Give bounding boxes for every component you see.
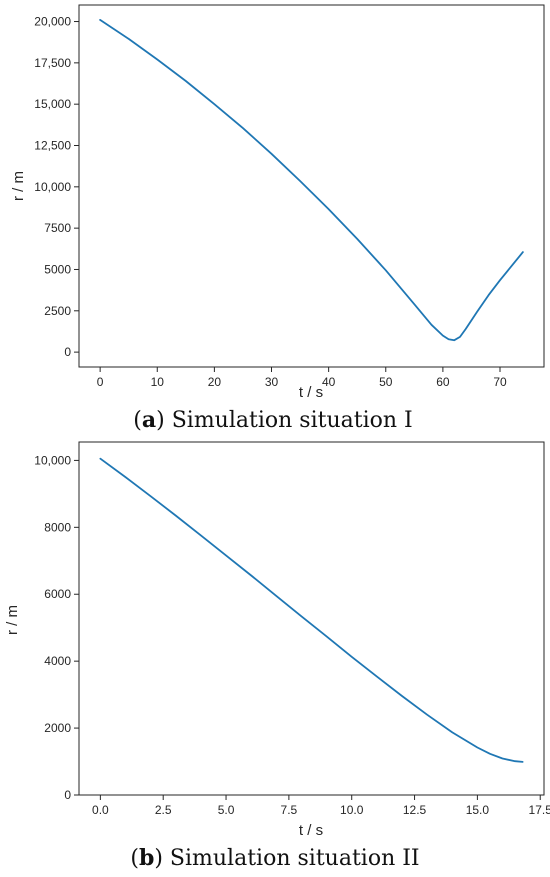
y-tick-label: 2500 [44,304,71,318]
series-group-b [99,457,524,763]
y-tick-label: 0 [64,345,71,359]
x-tick-label: 10 [151,375,165,389]
caption-b: (b) Simulation situation II [130,845,419,871]
chart-panel-b: 0.0 2.5 5.0 7.5 10.0 12.5 15.0 17.5 0 2000 4000 60… [4,441,550,871]
x-tick-label: 70 [493,375,507,389]
series-line [99,457,524,763]
caption-b-open: ( [130,846,139,871]
x-tick-label: 5.0 [218,803,235,817]
y-tick-label: 17,500 [34,56,71,70]
caption-a: (a) Simulation situation I [133,407,412,433]
y-tick-label: 15,000 [34,97,71,111]
y-axis-label-b: r / m [4,605,21,635]
y-axis-ticks-a: 0 2500 5000 7500 10,000 12,500 15,000 17,500 20,… [34,15,79,359]
x-tick-label: 20 [208,375,222,389]
y-axis-label-a: r / m [10,171,27,201]
x-tick-label: 10.0 [340,803,364,817]
y-tick-label: 6000 [44,587,71,601]
y-tick-label: 4000 [44,654,71,668]
y-tick-label: 2000 [44,721,71,735]
x-axis-ticks-a: 0 10 20 30 40 50 60 70 [97,367,507,389]
y-tick-label: 8000 [44,520,71,534]
x-tick-label: 12.5 [403,803,427,817]
x-tick-label: 50 [379,375,393,389]
x-tick-label: 60 [436,375,450,389]
y-tick-label: 12,500 [34,139,71,153]
plot-area-frame-a [78,4,545,368]
x-axis-label-a: t / s [299,384,323,401]
y-tick-label: 5000 [44,262,71,276]
x-tick-label: 30 [265,375,279,389]
series-line [99,18,524,342]
y-tick-label: 10,000 [34,453,71,467]
series-group-a [99,18,524,342]
caption-b-text: ) Simulation situation II [154,846,419,871]
caption-a-letter: a [142,407,156,433]
y-tick-label: 10,000 [34,180,71,194]
y-tick-label: 0 [64,788,71,802]
x-tick-label: 0 [97,375,104,389]
x-tick-label: 17.5 [529,803,550,817]
y-axis-ticks-b: 0 2000 4000 6000 8000 10,000 [34,453,79,802]
caption-a-text: ) Simulation situation I [156,408,413,433]
plot-area-frame-b [78,441,545,796]
y-tick-label: 7500 [44,221,71,235]
x-axis-ticks-b: 0.0 2.5 5.0 7.5 10.0 12.5 15.0 17.5 [92,795,550,817]
x-tick-label: 7.5 [281,803,298,817]
caption-a-open: ( [133,408,142,433]
y-tick-label: 20,000 [34,15,71,29]
caption-b-letter: b [139,845,154,871]
x-tick-label: 40 [322,375,336,389]
chart-panel-a: 0 10 20 30 40 50 60 70 0 2500 5000 7500 10,000 12,50… [10,4,545,433]
x-tick-label: 0.0 [92,803,109,817]
x-axis-label-b: t / s [299,822,323,839]
x-tick-label: 15.0 [466,803,490,817]
x-tick-label: 2.5 [155,803,172,817]
